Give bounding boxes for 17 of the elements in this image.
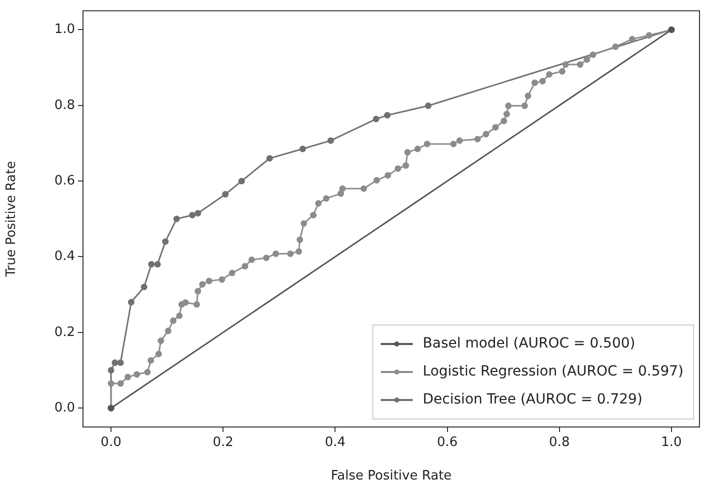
legend-label: Basel model (AUROC = 0.500) <box>422 336 636 352</box>
x-axis-title: False Positive Rate <box>330 468 452 484</box>
y-tick-label: 0.2 <box>54 324 75 340</box>
y-tick-label: 0.6 <box>54 173 75 188</box>
x-tick-label: 0.2 <box>212 435 234 450</box>
x-tick-label: 0.0 <box>100 435 122 450</box>
y-tick-label: 1.0 <box>54 22 75 38</box>
x-tick-label: 0.4 <box>324 435 346 450</box>
x-tick-label: 0.6 <box>436 435 458 450</box>
y-axis-title: True Positive Rate <box>4 160 20 278</box>
y-tick-label: 0.8 <box>54 98 75 113</box>
y-tick-label: 0.0 <box>54 400 75 416</box>
legend-label: Decision Tree (AUROC = 0.729) <box>422 392 642 408</box>
x-tick-label: 0.8 <box>549 435 570 450</box>
y-tick-label: 0.4 <box>54 249 75 264</box>
x-tick-label: 1.0 <box>661 435 682 450</box>
legend-label: Logistic Regression (AUROC = 0.597) <box>422 364 684 380</box>
